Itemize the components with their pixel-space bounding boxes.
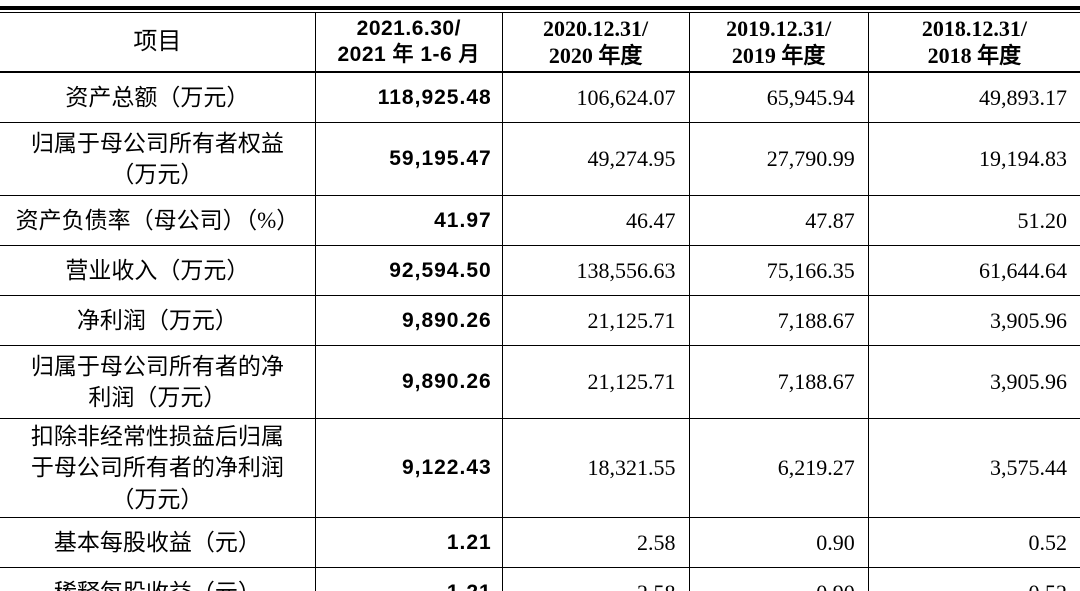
table-row-parent-net-profit: 归属于母公司所有者的净 利润（万元） 9,890.26 21,125.71 7,…: [0, 345, 1080, 419]
row-value-cell: 9,890.26: [314, 345, 503, 419]
row-value-cell: 65,945.94: [688, 72, 869, 123]
row-value-cell: 7,188.67: [688, 345, 869, 419]
row-value-cell: 41.97: [314, 195, 503, 246]
row-label-cell: 资产总额（万元）: [0, 72, 316, 123]
row-value-cell: 0.52: [867, 567, 1080, 591]
row-value-cell: 61,644.64: [867, 245, 1080, 296]
header-period-2019: 2019.12.31/ 2019 年度: [688, 12, 869, 73]
row-value-cell: 3,575.44: [867, 418, 1080, 518]
header-period-2018: 2018.12.31/ 2018 年度: [867, 12, 1080, 73]
row-label-cell: 扣除非经常性损益后归属 于母公司所有者的净利润 （万元）: [0, 418, 316, 518]
table-row-diluted-eps: 稀释每股收益（元） 1.21 2.58 0.90 0.52: [0, 567, 1080, 591]
row-value-cell: 106,624.07: [501, 72, 690, 123]
table-row-net-profit: 净利润（万元） 9,890.26 21,125.71 7,188.67 3,90…: [0, 295, 1080, 346]
row-value-cell: 0.90: [688, 567, 869, 591]
table-row-parent-equity: 归属于母公司所有者权益 （万元） 59,195.47 49,274.95 27,…: [0, 122, 1080, 196]
row-value-cell: 0.90: [688, 517, 869, 568]
table-row-operating-revenue: 营业收入（万元） 92,594.50 138,556.63 75,166.35 …: [0, 245, 1080, 296]
row-label-cell: 营业收入（万元）: [0, 245, 316, 296]
row-value-cell: 75,166.35: [688, 245, 869, 296]
table-row-debt-ratio: 资产负债率（母公司）（%） 41.97 46.47 47.87 51.20: [0, 195, 1080, 246]
row-value-cell: 3,905.96: [867, 295, 1080, 346]
row-label-cell: 归属于母公司所有者的净 利润（万元）: [0, 345, 316, 419]
header-item-column: 项目: [0, 12, 316, 73]
row-value-cell: 9,890.26: [314, 295, 503, 346]
header-period-2020: 2020.12.31/ 2020 年度: [501, 12, 690, 73]
row-value-cell: 3,905.96: [867, 345, 1080, 419]
row-value-cell: 0.52: [867, 517, 1080, 568]
row-value-cell: 92,594.50: [314, 245, 503, 296]
financial-summary-table: 项目 2021.6.30/ 2021 年 1-6 月 2020.12.31/ 2…: [0, 6, 1080, 591]
row-value-cell: 2.58: [501, 517, 690, 568]
row-value-cell: 49,893.17: [867, 72, 1080, 123]
row-value-cell: 1.21: [314, 567, 503, 591]
row-value-cell: 27,790.99: [688, 122, 869, 196]
row-value-cell: 1.21: [314, 517, 503, 568]
row-value-cell: 47.87: [688, 195, 869, 246]
row-value-cell: 6,219.27: [688, 418, 869, 518]
row-value-cell: 9,122.43: [314, 418, 503, 518]
row-value-cell: 18,321.55: [501, 418, 690, 518]
header-period-2021: 2021.6.30/ 2021 年 1-6 月: [314, 12, 503, 73]
row-value-cell: 46.47: [501, 195, 690, 246]
table-row-net-profit-after-extraordinary: 扣除非经常性损益后归属 于母公司所有者的净利润 （万元） 9,122.43 18…: [0, 418, 1080, 518]
row-value-cell: 51.20: [867, 195, 1080, 246]
row-value-cell: 21,125.71: [501, 295, 690, 346]
row-label-cell: 稀释每股收益（元）: [0, 567, 316, 591]
row-value-cell: 59,195.47: [314, 122, 503, 196]
table-row-basic-eps: 基本每股收益（元） 1.21 2.58 0.90 0.52: [0, 517, 1080, 568]
row-label-cell: 基本每股收益（元）: [0, 517, 316, 568]
row-value-cell: 7,188.67: [688, 295, 869, 346]
table-row-total-assets: 资产总额（万元） 118,925.48 106,624.07 65,945.94…: [0, 72, 1080, 123]
row-label-cell: 归属于母公司所有者权益 （万元）: [0, 122, 316, 196]
table-header-row: 项目 2021.6.30/ 2021 年 1-6 月 2020.12.31/ 2…: [0, 12, 1080, 73]
key-financials-table: 项目 2021.6.30/ 2021 年 1-6 月 2020.12.31/ 2…: [0, 12, 1080, 591]
row-value-cell: 138,556.63: [501, 245, 690, 296]
row-value-cell: 21,125.71: [501, 345, 690, 419]
row-label-cell: 净利润（万元）: [0, 295, 316, 346]
row-value-cell: 2.58: [501, 567, 690, 591]
row-label-cell: 资产负债率（母公司）（%）: [0, 195, 316, 246]
row-value-cell: 19,194.83: [867, 122, 1080, 196]
row-value-cell: 49,274.95: [501, 122, 690, 196]
row-value-cell: 118,925.48: [314, 72, 503, 123]
